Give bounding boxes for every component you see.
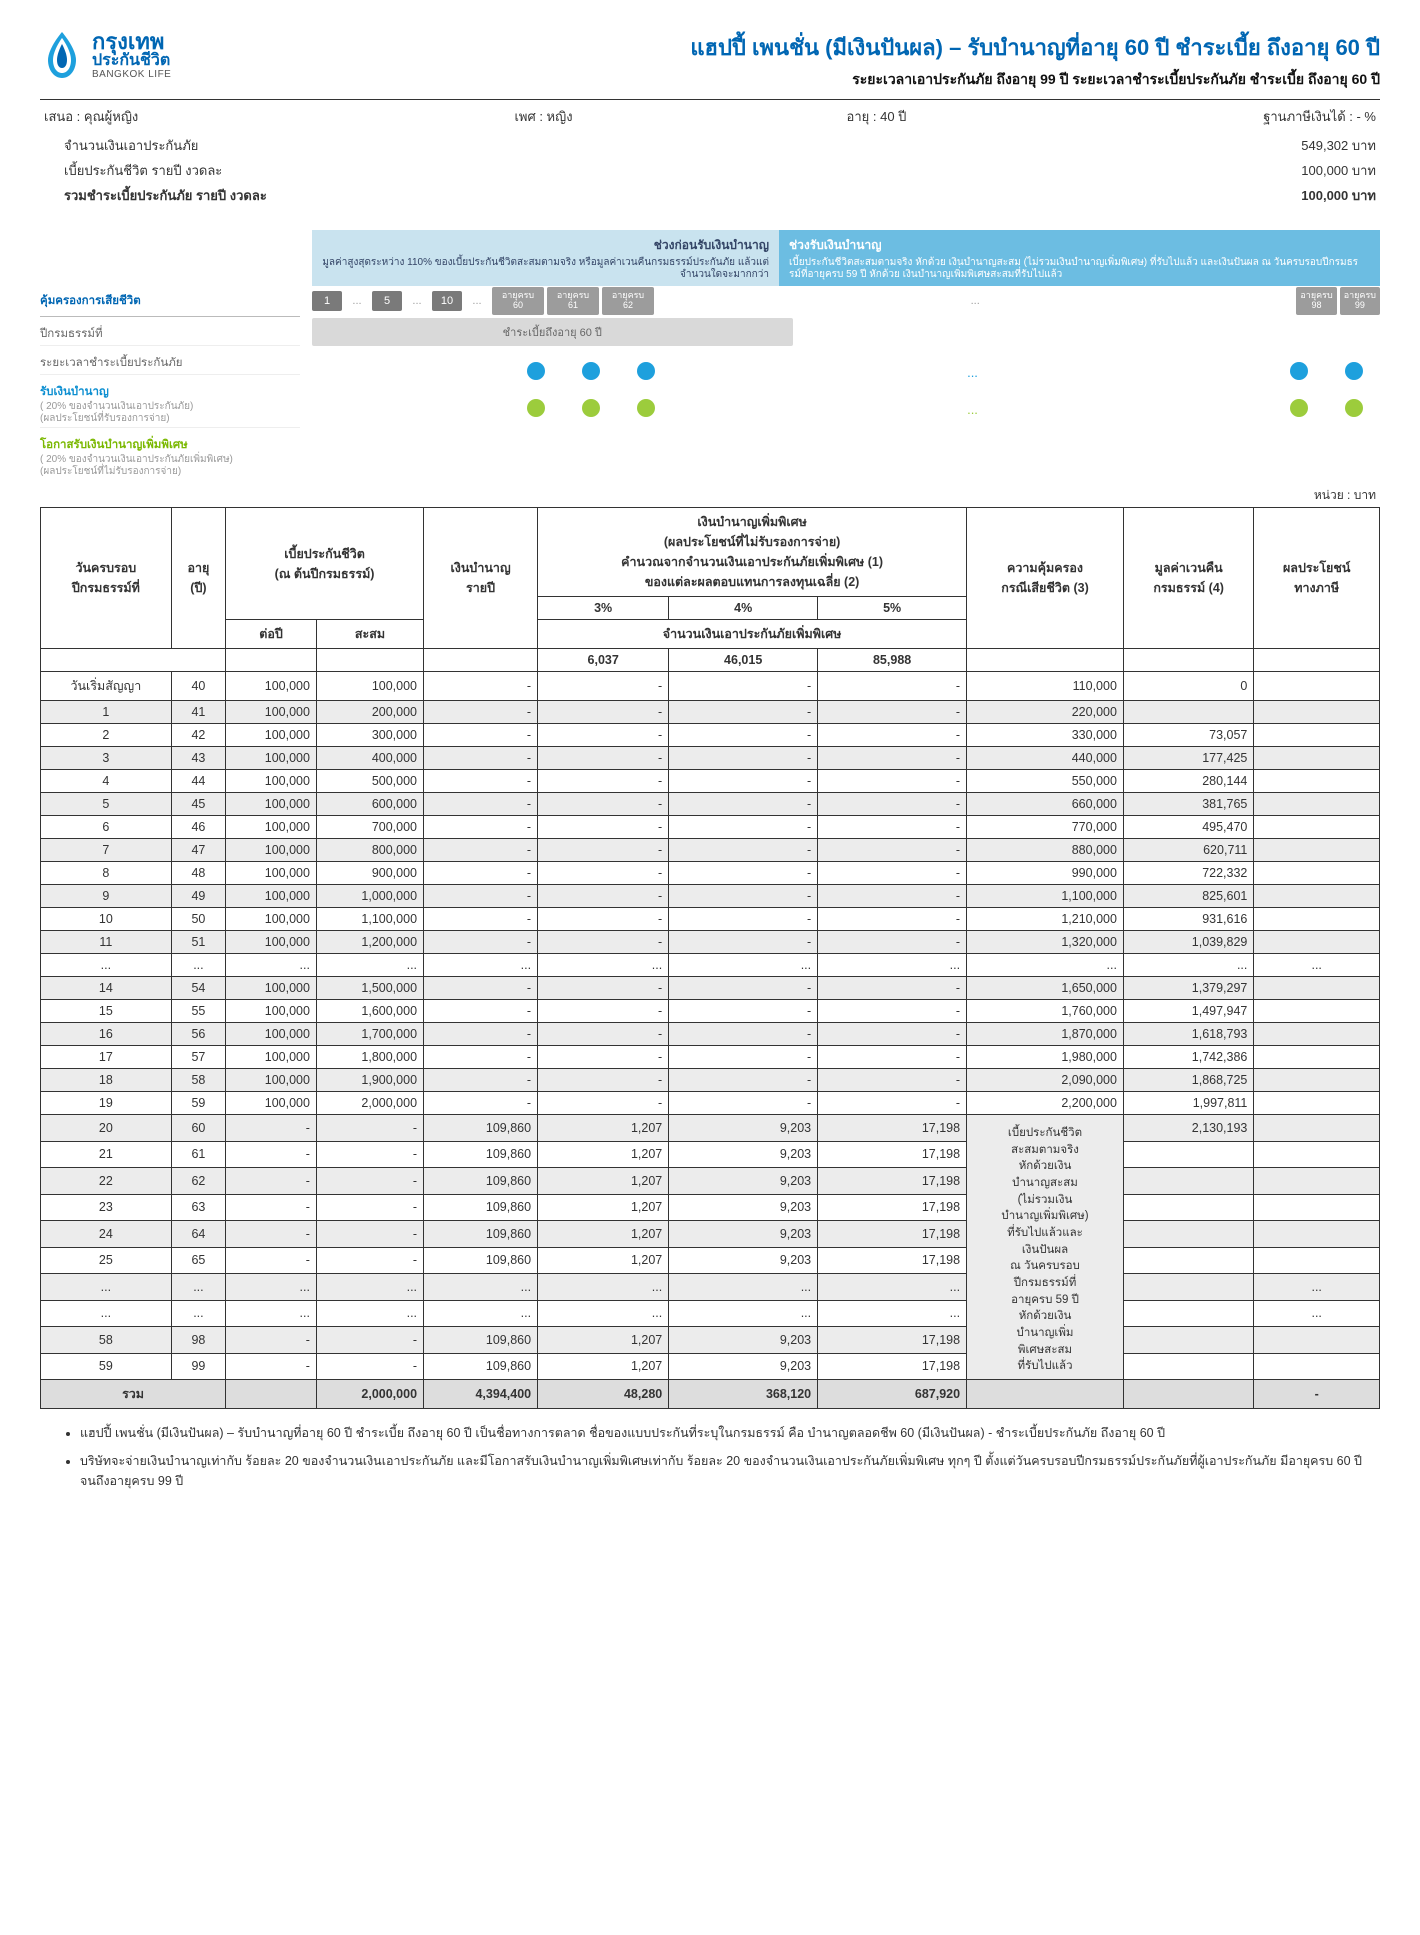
diagram-timeline: ช่วงก่อนรับเงินบำนาญ มูลค่าสูงสุดระหว่าง… <box>312 230 1380 480</box>
header: กรุงเทพ ประกันชีวิต BANGKOK LIFE แฮปปี้ … <box>40 30 1380 91</box>
th-bsub5: 85,988 <box>818 649 967 672</box>
th-bonus: เงินบำนาญเพิ่มพิเศษ (ผลประโยชน์ที่ไม่รับ… <box>538 508 967 597</box>
table-row: 1858100,0001,900,000----2,090,0001,868,7… <box>41 1069 1380 1092</box>
footnote-1: แฮปปี้ เพนชั่น (มีเงินปันผล) – รับบำนาญท… <box>80 1423 1380 1443</box>
th-bsub: จำนวนเงินเอาประกันภัยเพิ่มพิเศษ <box>538 620 967 649</box>
shield-drop-icon <box>40 30 84 82</box>
logo-text: กรุงเทพ ประกันชีวิต BANGKOK LIFE <box>92 32 171 79</box>
logo-th-2: ประกันชีวิต <box>92 53 171 68</box>
logo-en: BANGKOK LIFE <box>92 69 171 80</box>
title-main: แฮปปี้ เพนชั่น (มีเงินปันผล) – รับบำนาญท… <box>690 30 1380 65</box>
table-row: 1555100,0001,600,000----1,760,0001,497,9… <box>41 1000 1380 1023</box>
legend-pension: รับเงินบำนาญ <box>40 383 300 401</box>
table-row: 1959100,0002,000,000----2,200,0001,997,8… <box>41 1092 1380 1115</box>
th-bsub4: 46,015 <box>669 649 818 672</box>
info-bar: เสนอ : คุณผู้หญิง เพศ : หญิง อายุ : 40 ป… <box>40 99 1380 131</box>
th-premium: เบี้ยประกันชีวิต (ณ ต้นปีกรมธรรม์) <box>226 508 424 620</box>
footnote-2: บริษัทจะจ่ายเงินบำนาญเท่ากับ ร้อยละ 20 ข… <box>80 1451 1380 1491</box>
table-row: 2161--109,8601,2079,20317,198 <box>41 1141 1380 1168</box>
timeline-diagram: คุ้มครองการเสียชีวิต ปีกรมธรรม์ที่ ระยะเ… <box>40 230 1380 480</box>
table-row: 545100,000600,000----660,000381,765 <box>41 793 1380 816</box>
age-label: อายุ : 40 ปี <box>710 106 1043 127</box>
unit-label: หน่วย : บาท <box>40 486 1376 505</box>
table-row: 2060--109,8601,2079,20317,198เบี้ยประกัน… <box>41 1115 1380 1142</box>
table-row: 646100,000700,000----770,000495,470 <box>41 816 1380 839</box>
pension-dots: ... <box>312 362 1380 383</box>
total-row: รวม 2,000,000 4,394,400 48,280 368,120 6… <box>41 1380 1380 1409</box>
legend-bonus: โอกาสรับเงินบำนาญเพิ่มพิเศษ <box>40 436 300 454</box>
legend-deathcover: คุ้มครองการเสียชีวิต <box>40 286 300 317</box>
table-row: 2464--109,8601,2079,20317,198 <box>41 1221 1380 1248</box>
table-row: 5999--109,8601,2079,20317,198 <box>41 1353 1380 1380</box>
footnotes: แฮปปี้ เพนชั่น (มีเงินปันผล) – รับบำนาญท… <box>40 1423 1380 1491</box>
table-row: 949100,0001,000,000----1,100,000825,601 <box>41 885 1380 908</box>
th-prem-acc: สะสม <box>316 620 423 649</box>
table-row: ........................... <box>41 1274 1380 1301</box>
th-surrender: มูลค่าเวนคืน กรมธรรม์ (4) <box>1123 508 1253 649</box>
total-premium-l: รวมชำระเบี้ยประกันภัย รายปี งวดละ <box>64 185 267 206</box>
table-row: วันเริ่มสัญญา40100,000100,000----110,000… <box>41 672 1380 701</box>
sum-insured-l: จำนวนเงินเอาประกันภัย <box>64 135 198 156</box>
table-row: 242100,000300,000----330,00073,057 <box>41 724 1380 747</box>
table-row: 5898--109,8601,2079,20317,198 <box>41 1327 1380 1354</box>
logo: กรุงเทพ ประกันชีวิต BANGKOK LIFE <box>40 30 171 82</box>
table-row: 2363--109,8601,2079,20317,198 <box>41 1194 1380 1221</box>
th-prem-y: ต่อปี <box>226 620 317 649</box>
th-tax: ผลประโยชน์ ทางภาษี <box>1254 508 1380 649</box>
offer-label: เสนอ : คุณผู้หญิง <box>44 106 377 127</box>
th-pension: เงินบำนาญ รายปี <box>424 508 538 649</box>
title-block: แฮปปี้ เพนชั่น (มีเงินปันผล) – รับบำนาญท… <box>690 30 1380 91</box>
bonus-dots: ... <box>312 399 1380 420</box>
th-b5: 5% <box>818 597 967 620</box>
table-row: 848100,000900,000----990,000722,332 <box>41 862 1380 885</box>
table-row: 141100,000200,000----220,000 <box>41 701 1380 724</box>
band-pension: ช่วงรับเงินบำนาญ เบี้ยประกันชีวิตสะสมตาม… <box>779 230 1380 286</box>
table-row: ................................. <box>41 954 1380 977</box>
title-sub: ระยะเวลาเอาประกันภัย ถึงอายุ 99 ปี ระยะเ… <box>690 69 1380 91</box>
premium-r: 100,000 บาท <box>1301 160 1376 181</box>
year-boxes: 1...5...10...อายุครบ 60อายุครบ 61อายุครบ… <box>312 288 1380 314</box>
band-before: ช่วงก่อนรับเงินบำนาญ มูลค่าสูงสุดระหว่าง… <box>312 230 779 286</box>
table-row: 1757100,0001,800,000----1,980,0001,742,3… <box>41 1046 1380 1069</box>
table-body: วันเริ่มสัญญา40100,000100,000----110,000… <box>41 672 1380 1380</box>
th-year: วันครบรอบ ปีกรมธรรม์ที่ <box>41 508 172 649</box>
legend-pension-sub: ( 20% ของจำนวนเงินเอาประกันภัย) (ผลประโย… <box>40 401 300 425</box>
th-b3: 3% <box>538 597 669 620</box>
benefit-table: วันครบรอบ ปีกรมธรรม์ที่ อายุ (ปี) เบี้ยป… <box>40 507 1380 1409</box>
table-row: 747100,000800,000----880,000620,711 <box>41 839 1380 862</box>
th-cover: ความคุ้มครอง กรณีเสียชีวิต (3) <box>967 508 1124 649</box>
total-premium-r: 100,000 บาท <box>1301 185 1376 206</box>
table-row: 343100,000400,000----440,000177,425 <box>41 747 1380 770</box>
logo-th-1: กรุงเทพ <box>92 32 171 53</box>
legend-payperiod: ระยะเวลาชำระเบี้ยประกันภัย <box>40 346 300 375</box>
legend-year: ปีกรมธรรม์ที่ <box>40 317 300 346</box>
table-row: 1656100,0001,700,000----1,870,0001,618,7… <box>41 1023 1380 1046</box>
table-row: 444100,000500,000----550,000280,144 <box>41 770 1380 793</box>
th-bsub3: 6,037 <box>538 649 669 672</box>
table-row: 1454100,0001,500,000----1,650,0001,379,2… <box>41 977 1380 1000</box>
tax-label: ฐานภาษีเงินได้ : - % <box>1043 106 1376 127</box>
legend-bonus-sub: ( 20% ของจำนวนเงินเอาประกันภัยเพิ่มพิเศษ… <box>40 454 300 478</box>
table-row: ........................... <box>41 1300 1380 1327</box>
gender-label: เพศ : หญิง <box>377 106 710 127</box>
premium-l: เบี้ยประกันชีวิต รายปี งวดละ <box>64 160 222 181</box>
payment-bar: ชำระเบี้ยถึงอายุ 60 ปี <box>312 318 793 346</box>
table-row: 1050100,0001,100,000----1,210,000931,616 <box>41 908 1380 931</box>
info-lines: จำนวนเงินเอาประกันภัย 549,302 บาท เบี้ยปร… <box>40 131 1380 212</box>
table-row: 2262--109,8601,2079,20317,198 <box>41 1168 1380 1195</box>
diagram-legend: คุ้มครองการเสียชีวิต ปีกรมธรรม์ที่ ระยะเ… <box>40 230 300 480</box>
th-b4: 4% <box>669 597 818 620</box>
table-row: 1151100,0001,200,000----1,320,0001,039,8… <box>41 931 1380 954</box>
th-age: อายุ (ปี) <box>171 508 225 649</box>
table-row: 2565--109,8601,2079,20317,198 <box>41 1247 1380 1274</box>
sum-insured-r: 549,302 บาท <box>1301 135 1376 156</box>
